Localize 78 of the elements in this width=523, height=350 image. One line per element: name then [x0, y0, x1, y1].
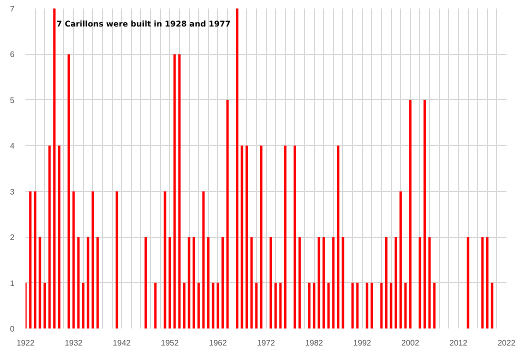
bar [312, 282, 316, 328]
bar [351, 282, 354, 328]
bar [418, 237, 422, 328]
bar [38, 237, 42, 328]
bar [82, 282, 84, 328]
x-tick-label: 2002 [401, 338, 420, 348]
bar [92, 191, 94, 328]
y-tick-label: 0 [10, 324, 16, 334]
bar [284, 146, 286, 328]
bar [212, 282, 214, 328]
bar [34, 191, 36, 328]
bar [240, 146, 244, 328]
bar [154, 282, 157, 328]
bar [44, 282, 46, 328]
y-tick-label: 6 [10, 50, 16, 60]
bar [173, 54, 176, 328]
bar [270, 237, 272, 328]
x-tick-label: 1952 [160, 338, 180, 348]
bar [68, 54, 70, 328]
bar [197, 282, 200, 328]
bar [178, 54, 181, 328]
bar [183, 282, 186, 328]
y-tick-label: 1 [10, 278, 16, 288]
bar [322, 237, 325, 328]
bar [77, 237, 80, 328]
bar [58, 146, 60, 328]
bar [390, 282, 392, 328]
bar [168, 237, 172, 328]
bar [246, 146, 248, 328]
bar [260, 146, 262, 328]
bar [192, 237, 196, 328]
y-tick-label: 5 [10, 96, 16, 105]
y-tick-label: 2 [10, 233, 16, 242]
bar [308, 282, 310, 328]
bar [370, 282, 374, 328]
bar [481, 237, 484, 328]
x-tick-label: 1962 [209, 338, 228, 348]
bar [96, 237, 99, 328]
bar [294, 146, 296, 328]
bar [48, 146, 51, 328]
bar [380, 282, 383, 328]
x-tick-label: 1932 [64, 338, 84, 348]
y-tick-label: 4 [10, 142, 16, 151]
bar [394, 237, 398, 328]
x-tick-label: 1942 [112, 338, 132, 348]
bar [318, 237, 320, 328]
bar [222, 237, 224, 328]
bar [116, 191, 118, 328]
bar [29, 191, 32, 328]
bar [53, 8, 56, 328]
bar [274, 282, 277, 328]
bar [332, 237, 335, 328]
x-tick-label: 2012 [450, 338, 468, 348]
x-tick-label: 2022 [498, 338, 516, 348]
bar [216, 282, 220, 328]
bar [399, 191, 402, 328]
x-tick-label: 1992 [353, 338, 372, 348]
bar [72, 191, 75, 328]
bar [433, 282, 436, 328]
x-tick-label: 1972 [257, 338, 276, 348]
y-tick-label: 3 [10, 187, 16, 196]
x-tick-label: 1982 [305, 338, 324, 348]
bar [336, 146, 340, 328]
bar [490, 282, 494, 328]
bar [424, 100, 426, 328]
bar [486, 237, 488, 328]
bar [356, 282, 359, 328]
bar [279, 282, 282, 328]
bar [255, 282, 258, 328]
bar [250, 237, 253, 328]
bar [409, 100, 412, 328]
bar [298, 237, 301, 328]
bar [236, 8, 238, 328]
y-tick-label: 7 [10, 4, 16, 14]
bar [144, 237, 147, 328]
bar [207, 237, 210, 328]
bar [385, 237, 388, 328]
x-tick-label: 1922 [16, 338, 35, 348]
